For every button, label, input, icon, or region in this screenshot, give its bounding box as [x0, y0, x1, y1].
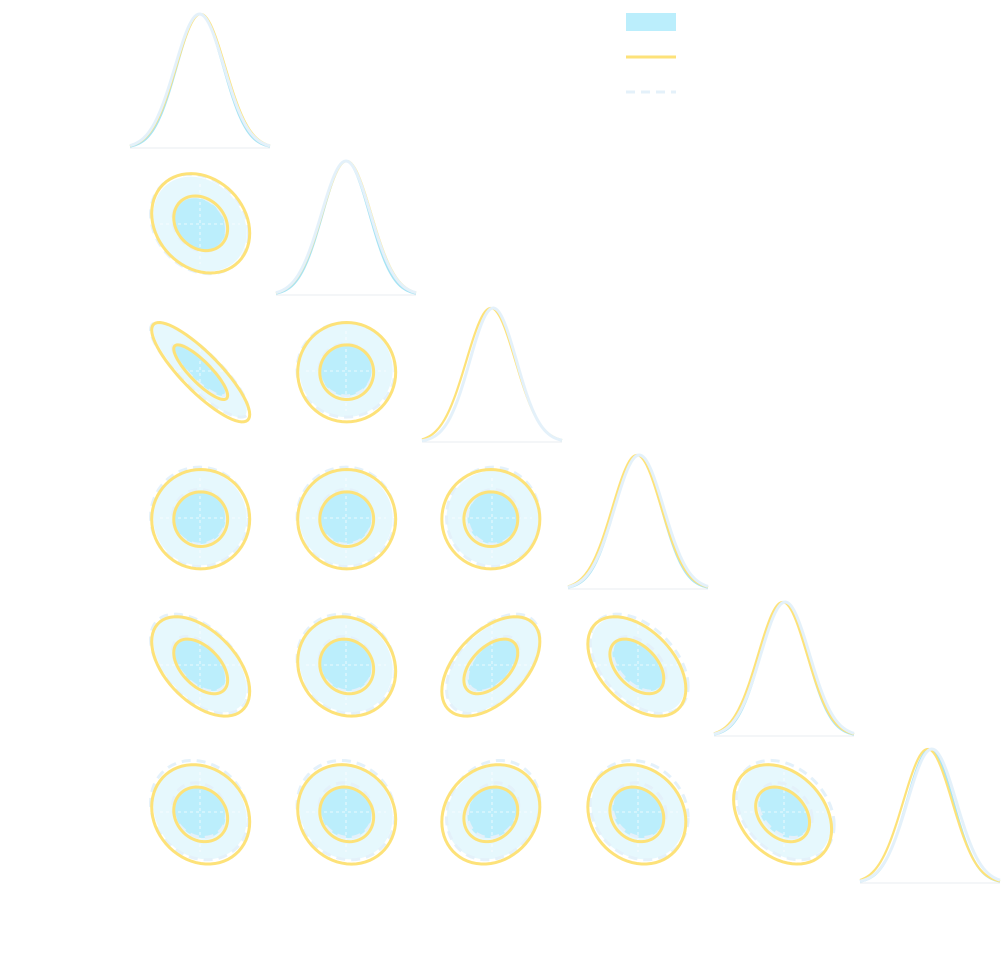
legend-swatch-filled: [626, 13, 676, 31]
panel-2-1: [295, 320, 398, 424]
marginal-curve-2: [275, 159, 417, 295]
panel-5-2: [440, 758, 542, 866]
contour-inner-fill: [174, 785, 226, 839]
contour-solid-0: [608, 785, 666, 844]
contour-solid-1: [296, 763, 398, 866]
contour-solid-0: [754, 785, 812, 844]
marginal-curve-2: [421, 306, 563, 443]
contour-dashed-1: [734, 758, 836, 862]
panels-group: [129, 12, 1001, 884]
contour-solid-1: [586, 763, 688, 866]
panel-2-0: [149, 321, 252, 424]
panel-3-1: [295, 465, 398, 571]
contour-solid-1: [150, 321, 252, 424]
contour-solid-0: [172, 637, 230, 696]
panel-4-1: [295, 612, 398, 718]
contour-dashed-0: [171, 487, 228, 546]
contour-dashed-0: [465, 634, 521, 693]
contour-solid-1: [440, 467, 542, 571]
contour-solid-0: [462, 490, 520, 549]
panel-3-3: [567, 453, 709, 590]
marginal-curve-2: [567, 453, 709, 589]
contour-solid-1: [440, 763, 542, 866]
contour-dashed-0: [465, 781, 521, 839]
contour-solid-0: [318, 637, 376, 696]
contour-solid-1: [150, 615, 252, 718]
contour-solid-1: [586, 615, 688, 718]
contour-dashed-0: [756, 781, 814, 839]
contour-solid-0: [462, 637, 520, 696]
panel-3-2: [440, 465, 542, 571]
contour-inner-fill: [612, 785, 664, 839]
contour-inner-fill: [758, 785, 810, 839]
marginal-curve-2: [129, 12, 271, 148]
marginal-curve-0: [275, 159, 417, 295]
panel-0-0: [129, 12, 271, 149]
contour-inner-fill: [467, 785, 519, 839]
contour-inner-fill: [467, 638, 519, 692]
contour-solid-0: [318, 785, 376, 844]
marginal-curve-1: [421, 306, 563, 442]
marginal-curve-1: [275, 159, 417, 294]
contour-solid-0: [318, 343, 376, 402]
panel-1-0: [149, 172, 252, 276]
contour-solid-1: [150, 172, 252, 275]
contour-solid-0: [172, 194, 230, 253]
contour-dashed-1: [444, 465, 542, 569]
contour-solid-0: [172, 343, 230, 402]
panel-5-1: [295, 758, 398, 866]
contour-solid-0: [318, 490, 376, 549]
panel-4-2: [440, 612, 542, 718]
contour-solid-0: [608, 637, 666, 696]
contour-inner-fill: [320, 638, 372, 692]
panel-5-3: [586, 758, 690, 866]
contour-dashed-0: [171, 781, 228, 839]
panel-4-3: [586, 612, 690, 718]
legend: [626, 13, 676, 94]
contour-solid-1: [440, 615, 542, 718]
contour-inner-fill: [467, 491, 519, 545]
contour-solid-1: [296, 320, 398, 424]
panel-4-4: [713, 600, 855, 737]
contour-inner-fill: [174, 638, 226, 692]
contour-dashed-0: [317, 634, 375, 693]
panel-2-2: [421, 306, 563, 443]
marginal-curve-1: [129, 12, 271, 147]
contour-inner-fill: [174, 491, 226, 545]
contour-dashed-1: [588, 612, 690, 716]
panel-5-0: [149, 758, 252, 866]
panel-1-1: [275, 159, 417, 296]
contour-solid-1: [296, 615, 398, 718]
contour-dashed-1: [588, 758, 690, 862]
panel-4-0: [149, 612, 252, 718]
contour-dashed-0: [610, 634, 668, 693]
panel-5-5: [859, 747, 1001, 884]
contour-inner-fill: [320, 491, 372, 545]
contour-inner-fill: [174, 197, 226, 251]
contour-dashed-0: [317, 487, 375, 546]
panel-5-4: [732, 758, 836, 866]
contour-inner-fill: [320, 785, 372, 839]
contour-solid-0: [462, 785, 520, 844]
contour-solid-1: [296, 467, 398, 571]
contour-dashed-0: [610, 781, 668, 839]
contour-solid-0: [172, 490, 230, 549]
contour-dashed-1: [444, 758, 542, 862]
panel-3-0: [149, 465, 252, 571]
contour-solid-1: [150, 763, 252, 866]
marginal-curve-2: [859, 747, 1001, 883]
contour-solid-0: [172, 785, 230, 844]
contour-dashed-0: [317, 781, 375, 839]
contour-solid-1: [150, 467, 252, 571]
marginal-curve-2: [713, 600, 855, 736]
contour-solid-1: [732, 763, 834, 866]
